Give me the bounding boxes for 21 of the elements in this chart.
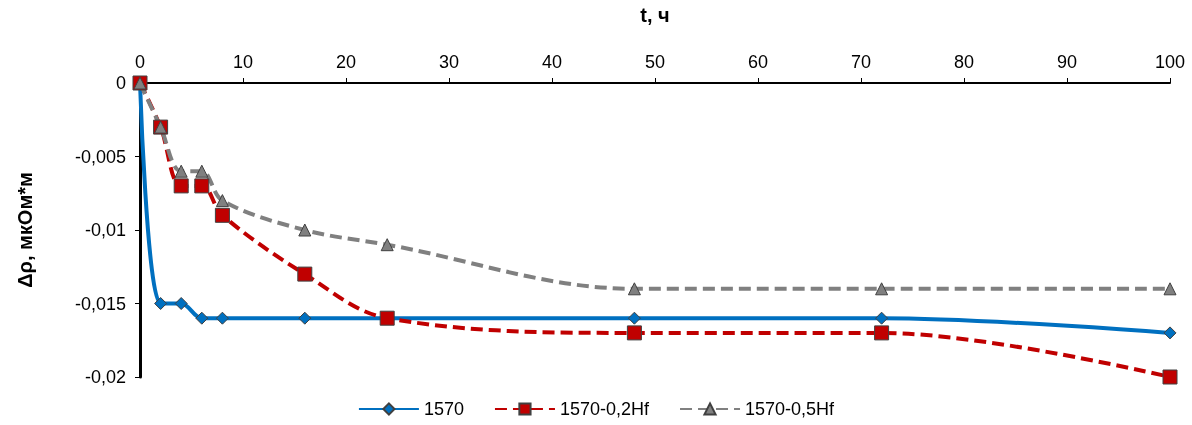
y-tick-label: -0,015 [74,293,126,314]
x-tick-label: 30 [438,52,460,72]
y-tick-label: 0 [115,73,126,93]
x-tick-label: 70 [850,52,872,72]
y-tick-label: -0,02 [84,367,126,387]
x-tick-label: 80 [953,52,975,72]
x-tick-label: 40 [541,52,563,72]
legend-label: 1570 [423,399,464,419]
x-tick-label: 60 [747,52,769,72]
y-tick-label: -0,01 [84,220,126,240]
x-tick-label: 100 [1154,52,1186,72]
x-tick-label: 10 [232,52,254,72]
legend-label: 1570-0,2Hf [559,399,651,419]
x-tick-label: 90 [1056,52,1078,72]
x-tick-label: 20 [335,52,357,72]
legend-label: 1570-0,5Hf [745,399,836,419]
y-tick-label: -0,005 [74,146,126,167]
y-axis-title: Δρ, мкОм*м [14,172,36,288]
x-axis-title: t, ч [640,4,670,26]
x-tick-label: 50 [644,52,666,72]
x-tick-label: 0 [134,52,146,72]
